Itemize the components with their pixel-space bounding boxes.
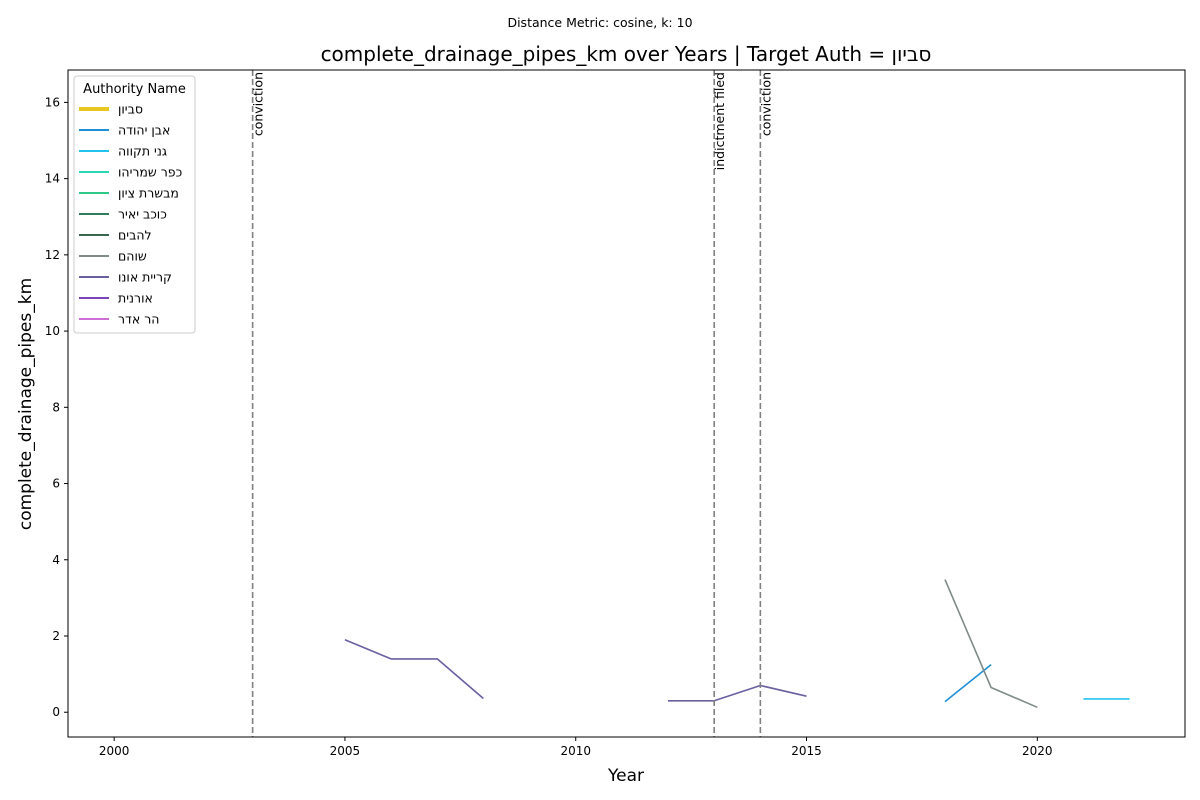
y-axis-ticks: 0 2 4 6 8 10 12 14 16: [45, 95, 68, 719]
y-tick-label: 14: [45, 172, 60, 186]
legend-label: אבן יהודה: [118, 123, 170, 138]
legend-label: הר אדר: [118, 312, 159, 327]
y-tick-label: 2: [52, 629, 60, 643]
chart-suptitle: Distance Metric: cosine, k: 10: [507, 15, 692, 30]
y-tick-label: 0: [52, 705, 60, 719]
series-layer: [344, 579, 1130, 709]
legend-label: סביון: [118, 102, 143, 117]
plot-area: conviction indictment filed conviction: [67, 69, 1186, 738]
chart-title: complete_drainage_pipes_km over Years | …: [321, 42, 932, 66]
axes-frame: [67, 69, 1186, 738]
y-tick-label: 8: [52, 400, 60, 414]
y-tick-label: 6: [52, 477, 60, 491]
y-tick-label: 16: [45, 95, 60, 109]
event-label: conviction: [251, 72, 266, 136]
legend-label: שוהם: [118, 249, 147, 264]
event-label: conviction: [758, 72, 773, 136]
x-tick-label: 2015: [791, 744, 822, 758]
event-label: indictment filed: [712, 72, 727, 170]
series-line: [944, 579, 1038, 709]
x-axis-ticks: 2000 2005 2010 2015 2020: [99, 737, 1053, 758]
event-markers: conviction indictment filed conviction: [251, 70, 773, 737]
legend-label: קריית אונו: [118, 270, 172, 285]
legend-label: להבים: [118, 228, 152, 243]
x-tick-label: 2000: [99, 744, 130, 758]
legend: Authority Name סביון אבן יהודה גני תקווה כפר…: [73, 75, 196, 334]
series-line: [668, 684, 807, 702]
x-axis-label: Year: [607, 766, 644, 786]
legend-title: Authority Name: [83, 82, 186, 97]
legend-frame: [73, 75, 196, 334]
y-tick-label: 4: [52, 553, 60, 567]
legend-label: כפר שמריהו: [118, 165, 182, 180]
legend-label: אורנית: [118, 291, 153, 306]
legend-label: גני תקווה: [118, 144, 167, 159]
series-line: [344, 639, 484, 700]
legend-label: כוכב יאיר: [118, 207, 167, 222]
y-tick-label: 10: [45, 324, 60, 338]
legend-label: מבשרת ציון: [118, 186, 179, 201]
x-tick-label: 2010: [560, 744, 591, 758]
x-tick-label: 2005: [330, 744, 361, 758]
y-axis-label: complete_drainage_pipes_km: [16, 278, 36, 530]
y-tick-label: 12: [45, 248, 60, 262]
x-tick-label: 2020: [1022, 744, 1053, 758]
